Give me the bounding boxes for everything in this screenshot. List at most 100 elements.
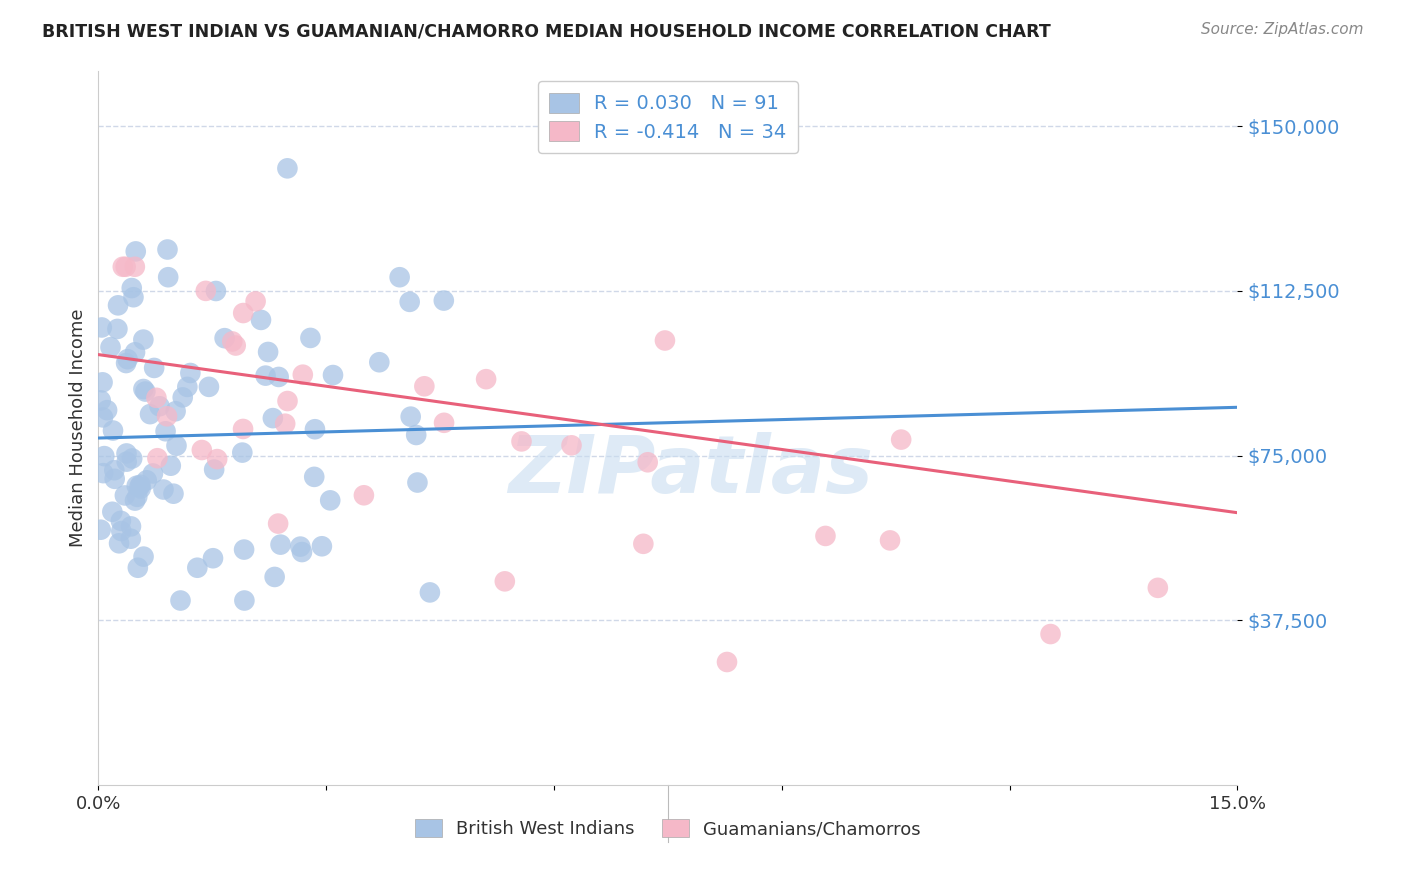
Point: [388, 270, 411, 285]
Point: [159, 458, 181, 473]
Point: [254, 368, 277, 383]
Point: [111, 260, 134, 274]
Text: BRITISH WEST INDIAN VS GUAMANIAN/CHAMORRO MEDIAN HOUSEHOLD INCOME CORRELATION CH: BRITISH WEST INDIAN VS GUAMANIAN/CHAMORR…: [42, 22, 1050, 40]
Point: [276, 394, 298, 409]
Point: [114, 488, 136, 502]
Point: [134, 384, 156, 399]
Point: [233, 542, 256, 557]
Point: [716, 655, 738, 669]
Point: [125, 479, 148, 493]
Point: [322, 368, 344, 382]
Point: [145, 391, 167, 405]
Point: [172, 391, 194, 405]
Point: [169, 593, 191, 607]
Point: [311, 539, 333, 553]
Point: [319, 493, 342, 508]
Point: [91, 376, 114, 390]
Point: [132, 382, 155, 396]
Point: [110, 514, 132, 528]
Point: [157, 270, 180, 285]
Point: [186, 560, 208, 574]
Y-axis label: Median Household Income: Median Household Income: [69, 309, 87, 548]
Point: [129, 477, 152, 491]
Point: [475, 372, 498, 386]
Point: [93, 449, 115, 463]
Point: [127, 560, 149, 574]
Point: [132, 549, 155, 564]
Point: [274, 417, 297, 431]
Point: [101, 424, 124, 438]
Point: [120, 532, 142, 546]
Point: [125, 244, 148, 259]
Point: [155, 424, 177, 438]
Point: [124, 345, 146, 359]
Point: [890, 433, 912, 447]
Point: [201, 551, 224, 566]
Point: [146, 451, 169, 466]
Point: [291, 368, 314, 382]
Point: [291, 545, 314, 559]
Point: [267, 370, 290, 384]
Point: [494, 574, 516, 589]
Point: [433, 293, 456, 308]
Point: [231, 445, 253, 459]
Point: [368, 355, 391, 369]
Point: [132, 333, 155, 347]
Point: [637, 455, 659, 469]
Point: [510, 434, 533, 449]
Point: [654, 334, 676, 348]
Text: Source: ZipAtlas.com: Source: ZipAtlas.com: [1201, 22, 1364, 37]
Point: [107, 322, 129, 336]
Point: [233, 593, 256, 607]
Point: [166, 439, 188, 453]
Point: [290, 540, 312, 554]
Point: [115, 455, 138, 469]
Point: [276, 161, 298, 176]
Point: [104, 472, 127, 486]
Point: [128, 480, 150, 494]
Point: [139, 407, 162, 421]
Point: [90, 393, 112, 408]
Point: [560, 438, 582, 452]
Point: [405, 428, 427, 442]
Point: [304, 422, 326, 436]
Point: [124, 260, 146, 274]
Legend: British West Indians, Guamanians/Chamorros: British West Indians, Guamanians/Chamorr…: [406, 810, 929, 847]
Point: [122, 290, 145, 304]
Point: [142, 467, 165, 481]
Point: [232, 422, 254, 436]
Point: [179, 366, 201, 380]
Point: [232, 306, 254, 320]
Point: [399, 409, 422, 424]
Point: [117, 352, 139, 367]
Point: [633, 537, 655, 551]
Point: [107, 298, 129, 312]
Point: [120, 519, 142, 533]
Point: [270, 538, 292, 552]
Point: [194, 284, 217, 298]
Point: [221, 334, 243, 349]
Point: [257, 345, 280, 359]
Point: [91, 410, 114, 425]
Point: [96, 403, 118, 417]
Point: [108, 536, 131, 550]
Point: [135, 473, 157, 487]
Point: [302, 470, 325, 484]
Point: [879, 533, 901, 548]
Point: [419, 585, 441, 599]
Point: [198, 380, 221, 394]
Point: [103, 463, 125, 477]
Point: [90, 320, 112, 334]
Point: [121, 451, 143, 466]
Text: ZIPatlas: ZIPatlas: [508, 432, 873, 510]
Point: [110, 524, 132, 538]
Point: [191, 443, 214, 458]
Point: [406, 475, 429, 490]
Point: [398, 294, 420, 309]
Point: [214, 331, 236, 345]
Point: [162, 486, 184, 500]
Point: [115, 446, 138, 460]
Point: [205, 452, 228, 467]
Point: [101, 505, 124, 519]
Point: [267, 516, 290, 531]
